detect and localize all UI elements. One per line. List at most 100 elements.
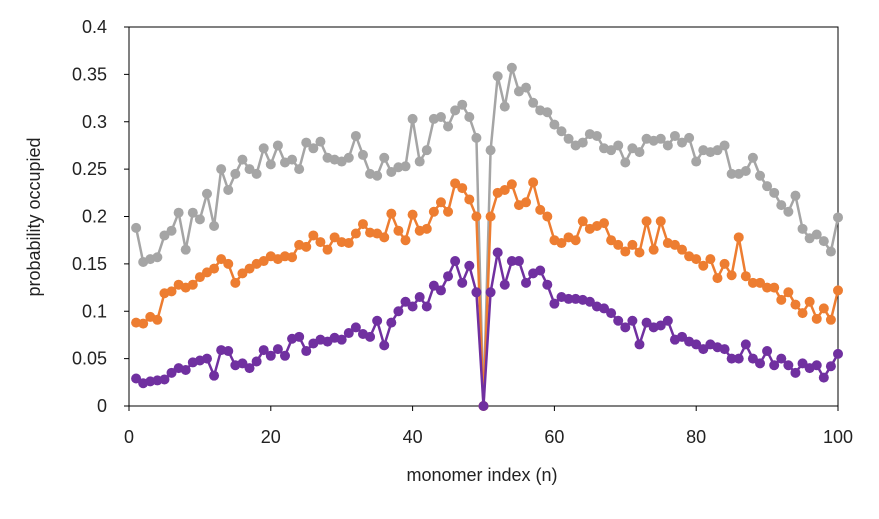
data-point (677, 244, 688, 255)
y-tick-label: 0.4 (82, 17, 107, 37)
data-point (655, 216, 666, 227)
data-point (662, 315, 673, 326)
data-point (762, 181, 773, 192)
data-point (223, 184, 234, 195)
data-point (506, 256, 517, 267)
data-point (641, 317, 652, 328)
data-point (740, 339, 751, 350)
data-point (620, 322, 631, 333)
series-1 (131, 62, 843, 411)
data-point (421, 145, 432, 156)
data-point (393, 306, 404, 317)
data-point (279, 350, 290, 361)
data-point (407, 113, 418, 124)
data-point (747, 353, 758, 364)
data-point (435, 285, 446, 296)
data-point (818, 236, 829, 247)
data-point (719, 140, 730, 151)
data-point (691, 254, 702, 265)
data-point (450, 105, 461, 116)
data-point (315, 136, 326, 147)
data-point (492, 71, 503, 82)
y-axis-label: probability occupied (24, 137, 44, 296)
data-point (655, 133, 666, 144)
data-point (762, 346, 773, 357)
data-point (513, 256, 524, 267)
data-point (251, 356, 262, 367)
data-point (435, 197, 446, 208)
y-tick-label: 0.25 (72, 159, 107, 179)
data-point (712, 273, 723, 284)
data-point (443, 271, 454, 282)
data-point (620, 157, 631, 168)
data-point (783, 360, 794, 371)
data-point (386, 208, 397, 219)
data-point (485, 211, 496, 222)
data-point (811, 360, 822, 371)
data-point (577, 216, 588, 227)
data-point (131, 222, 142, 233)
data-point (599, 303, 610, 314)
data-point (747, 152, 758, 163)
data-point (258, 143, 269, 154)
data-point (577, 137, 588, 148)
data-point (421, 301, 432, 312)
data-point (237, 154, 248, 165)
data-point (471, 287, 482, 298)
data-point (733, 353, 744, 364)
data-point (428, 280, 439, 291)
data-point (570, 235, 581, 246)
x-tick-label: 80 (686, 427, 706, 447)
data-point (606, 235, 617, 246)
data-point (223, 346, 234, 357)
data-point (698, 260, 709, 271)
data-point (485, 287, 496, 298)
data-point (797, 223, 808, 234)
x-tick-label: 20 (261, 427, 281, 447)
x-axis-ticks: 0 20 40 60 80 100 (124, 406, 853, 447)
data-point (627, 315, 638, 326)
data-point (563, 133, 574, 144)
data-point (755, 170, 766, 181)
data-point (726, 270, 737, 281)
data-point (357, 219, 368, 230)
data-point (301, 241, 312, 252)
data-point (216, 254, 227, 265)
data-point (201, 188, 212, 199)
data-point (613, 315, 624, 326)
data-point (258, 345, 269, 356)
data-point (818, 372, 829, 383)
data-point (648, 244, 659, 255)
data-point (499, 184, 510, 195)
y-tick-label: 0 (97, 396, 107, 416)
data-point (719, 258, 730, 269)
data-point (251, 168, 262, 179)
data-point (457, 277, 468, 288)
data-point (521, 82, 532, 93)
data-point (485, 145, 496, 156)
data-point (194, 214, 205, 225)
data-point (783, 206, 794, 217)
data-point (201, 353, 212, 364)
data-point (343, 238, 354, 249)
y-tick-label: 0.05 (72, 349, 107, 369)
data-point (755, 277, 766, 288)
data-point (209, 263, 220, 274)
y-tick-label: 0.35 (72, 64, 107, 84)
data-point (762, 282, 773, 293)
data-point (684, 132, 695, 143)
data-point (669, 130, 680, 141)
data-point (662, 140, 673, 151)
data-point (464, 194, 475, 205)
data-point (343, 152, 354, 163)
x-axis-label: monomer index (n) (406, 465, 557, 485)
data-point (464, 260, 475, 271)
data-point (400, 296, 411, 307)
data-point (740, 271, 751, 282)
data-point (478, 401, 489, 411)
data-point (216, 164, 227, 175)
data-point (677, 331, 688, 342)
x-tick-label: 60 (544, 427, 564, 447)
data-point (797, 308, 808, 319)
